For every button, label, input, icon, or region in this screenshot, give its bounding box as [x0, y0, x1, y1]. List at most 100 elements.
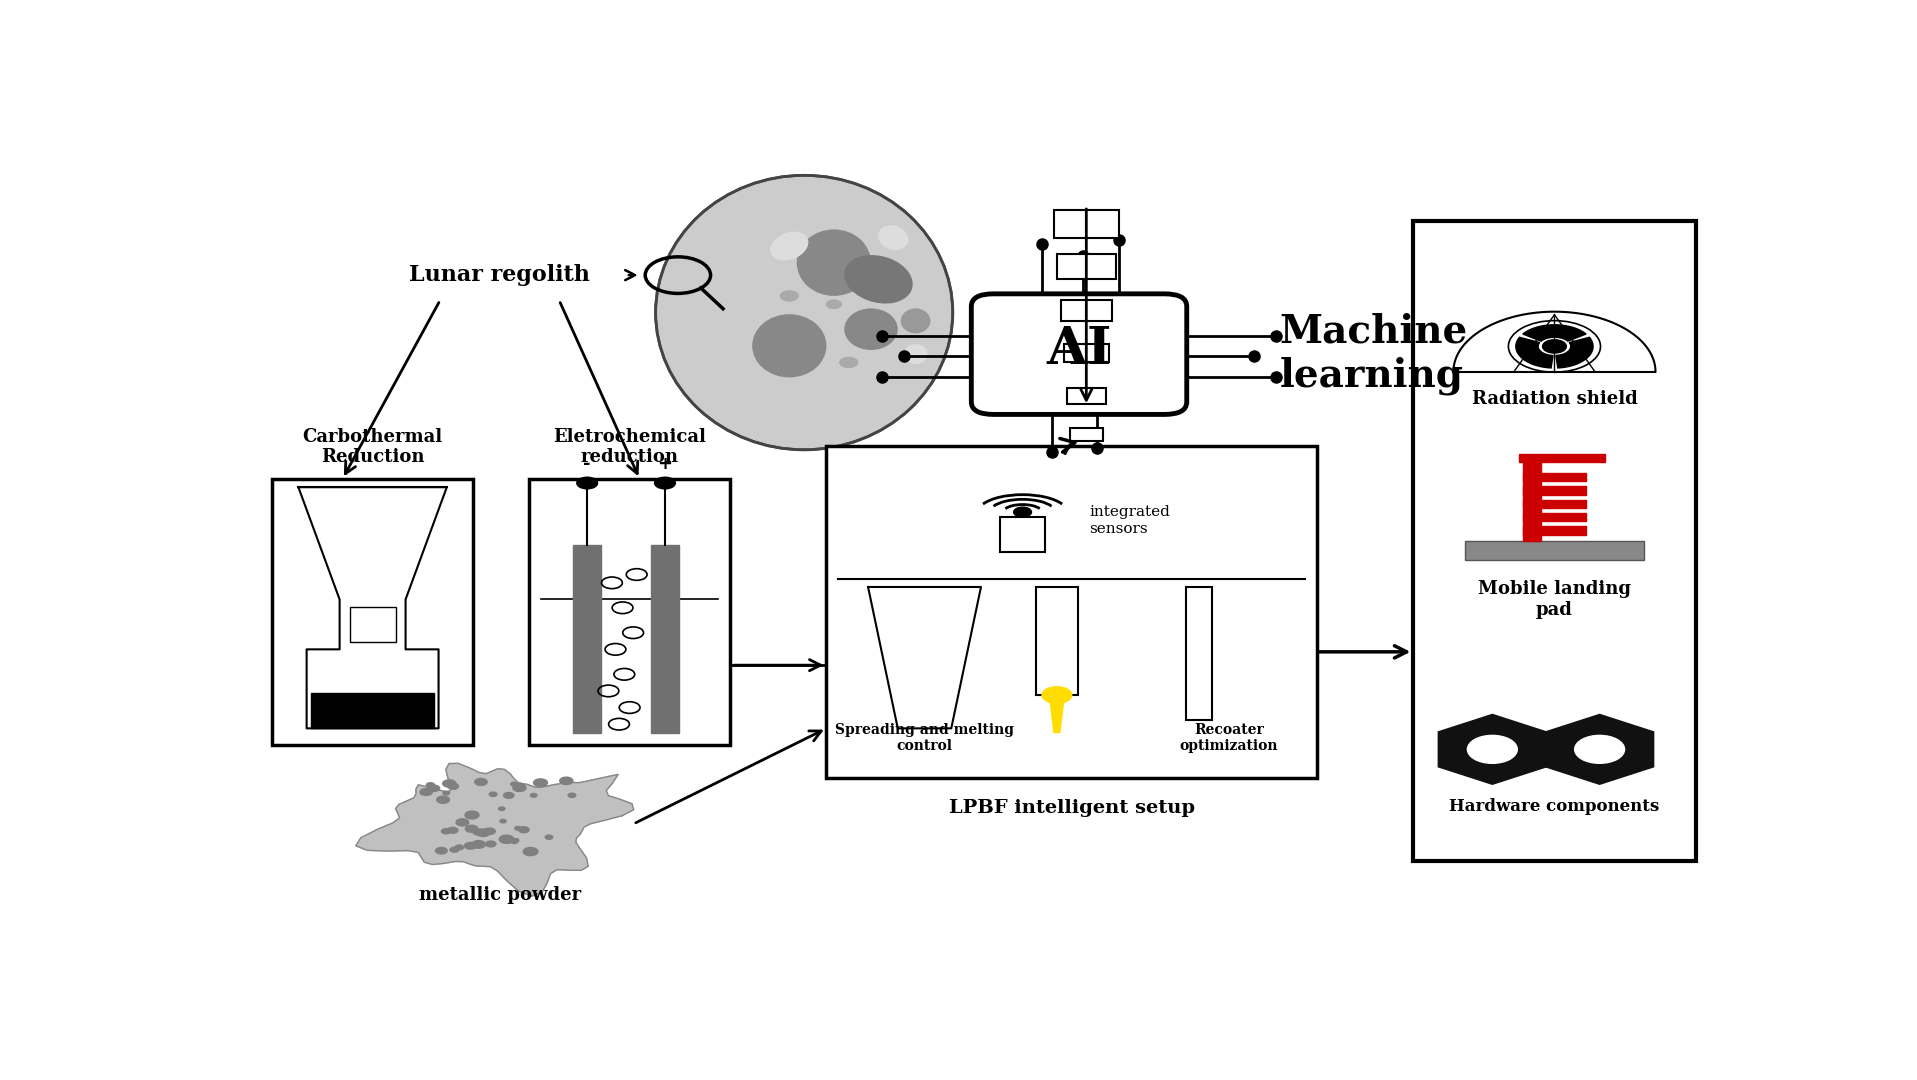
Text: AI: AI [1047, 324, 1112, 376]
Circle shape [514, 826, 521, 831]
FancyBboxPatch shape [826, 446, 1317, 779]
Circle shape [567, 793, 575, 797]
FancyBboxPatch shape [1187, 588, 1212, 720]
Circle shape [437, 796, 449, 804]
Circle shape [426, 783, 435, 787]
Circle shape [449, 783, 458, 789]
Polygon shape [1438, 715, 1547, 784]
Circle shape [427, 785, 439, 792]
Circle shape [443, 792, 450, 795]
Polygon shape [868, 588, 982, 728]
Ellipse shape [843, 255, 912, 303]
FancyBboxPatch shape [1465, 541, 1643, 559]
Circle shape [475, 779, 487, 785]
Circle shape [485, 841, 497, 847]
Circle shape [1014, 508, 1031, 517]
Circle shape [504, 793, 514, 798]
Polygon shape [1518, 454, 1605, 462]
Polygon shape [311, 692, 433, 728]
Circle shape [826, 300, 842, 309]
Circle shape [498, 807, 504, 810]
Text: Mobile landing
pad: Mobile landing pad [1478, 580, 1631, 619]
Circle shape [510, 782, 518, 786]
Polygon shape [357, 764, 635, 896]
Circle shape [780, 291, 797, 301]
Polygon shape [1524, 526, 1585, 535]
FancyBboxPatch shape [1060, 299, 1112, 321]
Circle shape [498, 835, 514, 843]
Circle shape [1467, 735, 1518, 764]
Text: Carbothermal
Reduction: Carbothermal Reduction [303, 428, 443, 467]
Circle shape [441, 828, 450, 834]
Polygon shape [1524, 513, 1585, 522]
FancyBboxPatch shape [1064, 343, 1108, 363]
Circle shape [1543, 340, 1566, 353]
Ellipse shape [901, 309, 930, 334]
Ellipse shape [771, 231, 809, 260]
FancyBboxPatch shape [1001, 517, 1045, 552]
Circle shape [473, 829, 483, 835]
FancyBboxPatch shape [349, 607, 395, 642]
Circle shape [514, 784, 525, 792]
Circle shape [510, 839, 518, 843]
Polygon shape [1453, 312, 1656, 372]
Polygon shape [1524, 473, 1585, 482]
Circle shape [1574, 735, 1624, 764]
Circle shape [531, 794, 537, 797]
Polygon shape [573, 545, 602, 732]
Circle shape [443, 780, 456, 787]
Text: Radiation shield: Radiation shield [1472, 390, 1637, 408]
Polygon shape [1049, 696, 1064, 732]
Ellipse shape [843, 309, 897, 350]
Polygon shape [1516, 337, 1553, 368]
Circle shape [500, 820, 506, 823]
FancyBboxPatch shape [529, 478, 730, 745]
Circle shape [483, 828, 495, 835]
Circle shape [454, 845, 464, 850]
Polygon shape [1557, 337, 1593, 368]
FancyBboxPatch shape [272, 478, 473, 745]
Ellipse shape [903, 345, 928, 364]
Ellipse shape [656, 175, 953, 449]
Text: Lunar regolith: Lunar regolith [408, 265, 590, 286]
Text: integrated
sensors: integrated sensors [1089, 505, 1169, 536]
Text: Recoater
optimization: Recoater optimization [1179, 724, 1279, 754]
Circle shape [472, 840, 485, 848]
Circle shape [447, 827, 458, 834]
Text: Machine
learning: Machine learning [1281, 313, 1468, 395]
Circle shape [420, 788, 431, 796]
FancyBboxPatch shape [1413, 221, 1697, 862]
Ellipse shape [878, 226, 909, 251]
Circle shape [450, 847, 458, 852]
Text: metallic powder: metallic powder [418, 887, 581, 904]
Circle shape [523, 848, 539, 855]
Polygon shape [1524, 486, 1585, 495]
Circle shape [466, 811, 479, 819]
Circle shape [840, 357, 857, 367]
Circle shape [544, 835, 552, 839]
Text: Eletrochemical
reduction: Eletrochemical reduction [554, 428, 705, 467]
Text: Spreading and melting
control: Spreading and melting control [836, 724, 1014, 754]
Circle shape [477, 829, 489, 837]
Text: +: + [658, 455, 673, 473]
Circle shape [464, 842, 477, 849]
Text: LPBF intelligent setup: LPBF intelligent setup [949, 799, 1194, 818]
Polygon shape [652, 545, 679, 732]
Circle shape [489, 792, 497, 796]
Ellipse shape [797, 229, 870, 296]
Polygon shape [299, 487, 447, 728]
Text: Hardware components: Hardware components [1449, 798, 1660, 814]
Circle shape [516, 784, 525, 789]
Circle shape [518, 827, 529, 833]
Circle shape [533, 779, 548, 786]
Circle shape [1043, 687, 1072, 703]
FancyBboxPatch shape [1070, 428, 1102, 442]
Polygon shape [1524, 462, 1541, 541]
Circle shape [466, 825, 477, 833]
FancyBboxPatch shape [972, 294, 1187, 415]
Circle shape [560, 778, 573, 784]
Circle shape [456, 819, 470, 826]
Circle shape [512, 838, 520, 842]
FancyBboxPatch shape [1035, 588, 1077, 696]
Circle shape [435, 848, 447, 854]
